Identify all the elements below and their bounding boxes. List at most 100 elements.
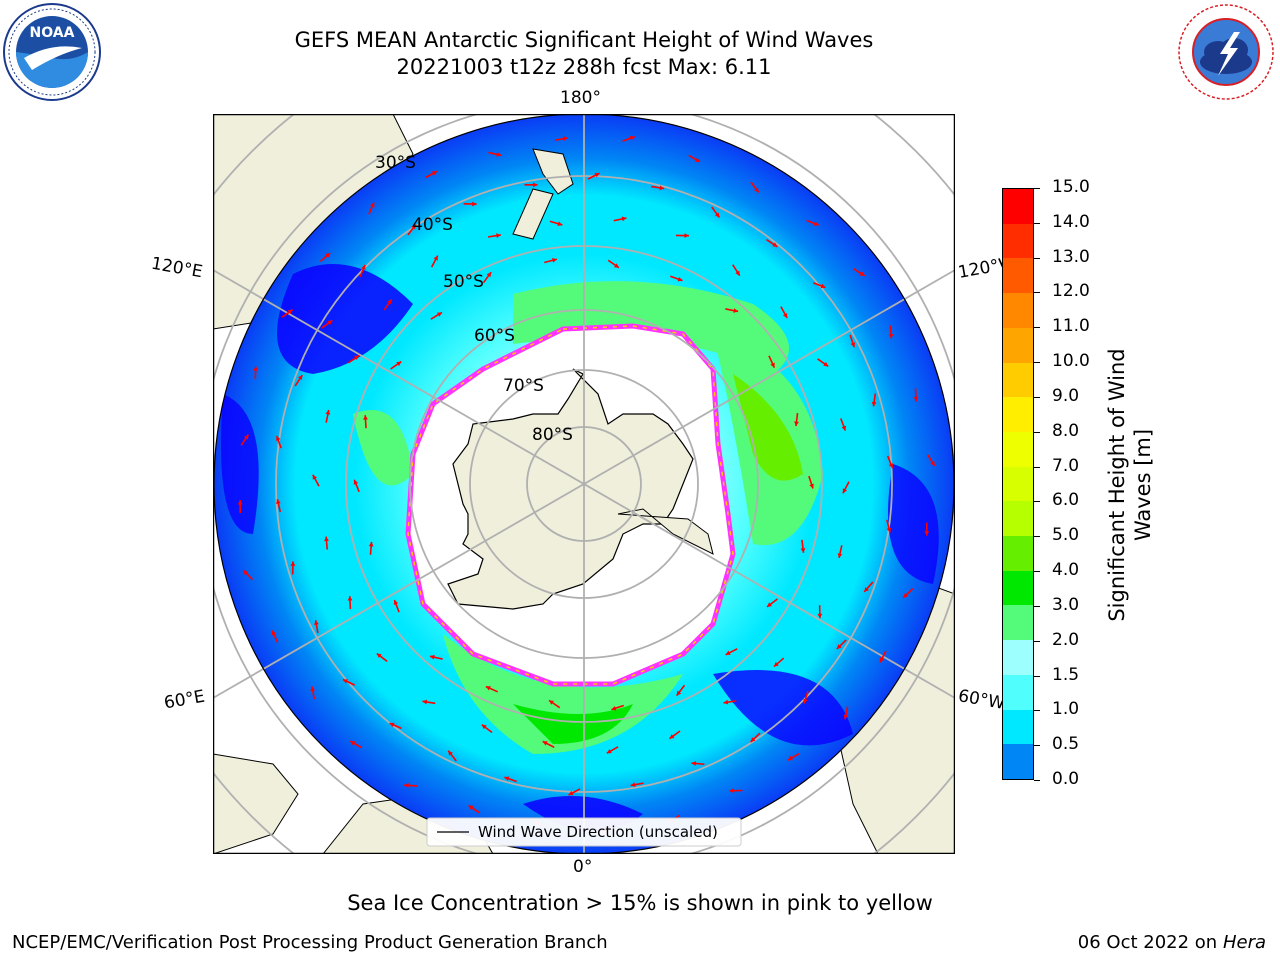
colorbar-label-line2: Waves [m] [1131,428,1155,542]
wave-arrow-head [823,361,829,367]
wave-arrow-head [913,396,919,402]
wave-arrow-head [843,714,849,720]
colorbar-label-line1: Significant Height of Wind [1105,348,1129,622]
wave-arrow-head [496,233,501,239]
lat-label-60s: 60°S [474,326,515,346]
wave-arrow-head [787,755,793,761]
colorbar-tick-mark [1034,571,1040,573]
wave-arrow-head [930,461,935,466]
madagascar-land [213,753,299,854]
wave-arrow-head [659,185,665,191]
colorbar-tick-mark [1034,640,1040,642]
wave-arrow-head [676,690,682,696]
wave-arrow-head [723,699,729,705]
colorbar-ticks: 15.0 14.0 13.0 12.0 11.0 10.0 9.0 8.0 7.0 6.0 5.0 4… [1034,177,1094,789]
lon-label-120e: 120°E [149,253,205,283]
colorbar-tick-mark [1034,605,1040,607]
wave-arrow-head [841,425,847,431]
wave-arrow-head [325,252,331,258]
wave-arrow-head [350,741,356,746]
ice-caption: Sea Ice Concentration > 15% is shown in … [347,891,933,915]
wave-arrow-head [472,201,477,207]
colorbar-tick-label: 7.0 [1052,455,1080,476]
wave-arrow-head [551,258,557,263]
wave-arrow-head [422,699,428,705]
wave-arrow-head [630,782,636,788]
footer-host: Hera [1222,932,1266,953]
wave-arrow-head [376,653,382,659]
wave-arrow-head [871,401,877,407]
wave-arrow-head [404,783,409,788]
colorbar-tick-mark [1034,780,1040,781]
colorbar-tick-label: 10.0 [1052,351,1090,372]
colorbar-tick-label: 1.0 [1052,699,1080,720]
wave-arrow-head [325,409,331,415]
wave-arrow-head [750,737,756,743]
wave-arrow-head [448,750,453,756]
footer-date-text: 06 Oct 2022 on [1077,932,1223,953]
colorbar-tick-label: 0.5 [1052,734,1080,755]
colorbar-tick-label: 8.0 [1052,420,1080,441]
wave-arrow-head [669,734,675,739]
colorbar-tick-label: 14.0 [1052,211,1090,232]
wave-arrow-head [237,500,243,505]
wave-arrow-head [782,313,788,319]
wave-arrow-head [271,630,277,636]
wave-arrow-head [859,271,865,276]
wave-arrow-head [436,312,442,317]
wave-arrow-head [562,136,568,142]
wave-arrow-head [888,463,894,469]
wave-arrow-head [594,172,600,178]
wave-arrow-head [485,686,491,691]
wave-arrow-head [496,152,502,157]
colorbar-segment [1003,362,1033,398]
lat-label-80s: 80°S [532,425,573,445]
wave-arrow-head [275,435,281,441]
colorbar-tick-mark [1034,466,1040,468]
wave-arrow-head [243,434,249,440]
colorbar-segment [1003,431,1033,467]
colorbar-tick-label: 5.0 [1052,525,1080,546]
antarctica-land [447,368,694,610]
wave-arrow-head [433,255,438,261]
wave-arrow-head [290,561,296,566]
wave-arrow-head [864,586,869,592]
colorbar-tick-mark [1034,745,1040,747]
wave-arrow-head [542,741,548,746]
graticule [213,114,955,854]
wave-arrow-head [314,620,319,625]
wave-arrow-head [276,499,281,505]
wave-arrow-head [429,654,435,660]
colorbar-tick-mark [1034,257,1040,259]
wave-arrow-head [353,479,359,485]
wave-arrow-head [754,187,759,193]
wave-arrow-head [772,242,778,247]
wave-arrow-head [677,276,683,282]
wave-arrow-head [387,299,392,305]
colorbar-tick-label: 13.0 [1052,246,1090,267]
wave-arrow-head [836,644,842,650]
wave-arrow-head [243,570,249,576]
wave-arrow-head [568,790,574,796]
sea-ice-edge [407,325,734,685]
wave-arrow-head [411,224,416,230]
colorbar-tick-mark [1034,710,1040,712]
colorbar-label: Significant Height of Wind Waves [m] [1104,348,1156,621]
wave-arrow-head [694,157,700,162]
noaa-logo-text: NOAA [30,25,75,41]
wave-arrow-head [684,233,689,238]
map-frame [213,114,955,854]
wave-arrow-head [253,366,258,371]
wave-arrow-head [800,548,806,553]
colorbar-tick-mark [1034,362,1040,364]
wave-arrow-head [803,698,808,704]
colorbar-segment [1003,397,1033,432]
colorbar-segment [1003,536,1033,571]
nws-logo [1178,4,1274,100]
colorbar-tick-label: 12.0 [1052,281,1090,302]
colorbar-tick-mark [1034,188,1040,189]
wave-arrow-head [606,748,612,754]
wave-arrow-head [347,596,353,601]
wave-arrow-head [809,483,814,489]
wave-arrow-head [924,531,930,536]
